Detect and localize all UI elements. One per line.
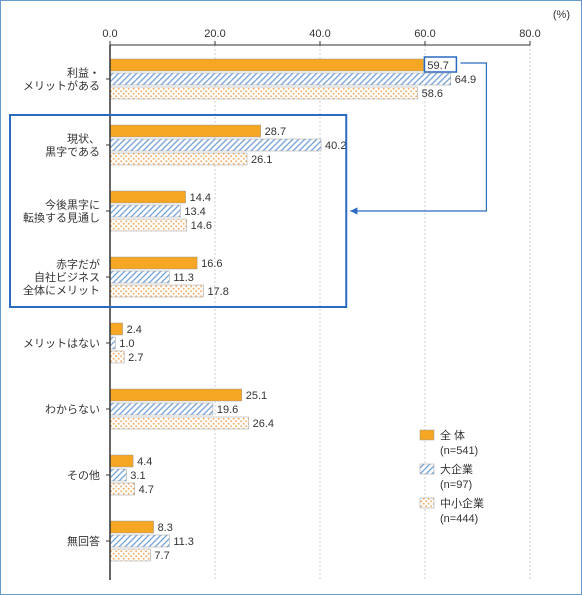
legend-label: 中小企業 bbox=[440, 496, 484, 510]
value-label: 19.6 bbox=[217, 404, 238, 416]
category-label: 自社ビジネス bbox=[34, 270, 100, 284]
value-label: 59.7 bbox=[427, 60, 448, 72]
value-label: 26.1 bbox=[251, 154, 272, 166]
category-label: わからない bbox=[45, 403, 100, 416]
bar bbox=[110, 351, 124, 363]
value-label: 1.0 bbox=[119, 338, 134, 350]
bar bbox=[110, 153, 247, 165]
bar bbox=[110, 483, 135, 495]
chart-container: (%) 0.0 20.0 40.0 60.0 80.0 利益・メリットがある 59.7 64.9… bbox=[0, 0, 582, 595]
legend-swatch bbox=[420, 430, 434, 440]
bar bbox=[110, 337, 115, 349]
category-label: 黒字である bbox=[45, 145, 100, 159]
value-label: 3.1 bbox=[130, 470, 145, 482]
bar bbox=[110, 205, 180, 217]
bar bbox=[110, 73, 451, 85]
legend-swatch bbox=[420, 464, 434, 474]
legend-n-label: (n=444) bbox=[440, 513, 478, 525]
chart-svg: (%) 0.0 20.0 40.0 60.0 80.0 利益・メリットがある 59.7 64.9… bbox=[0, 0, 582, 595]
legend-label: 大企業 bbox=[440, 462, 473, 476]
x-tick-label: 20.0 bbox=[204, 28, 225, 40]
value-label: 40.2 bbox=[325, 140, 346, 152]
bar bbox=[110, 389, 242, 401]
legend-swatch bbox=[420, 498, 434, 508]
category-label: 現状、 bbox=[67, 132, 100, 146]
value-label: 11.3 bbox=[173, 272, 194, 284]
x-tick-label: 60.0 bbox=[414, 28, 435, 40]
bar bbox=[110, 219, 187, 231]
category-label: メリットはない bbox=[23, 337, 100, 350]
category-label: その他 bbox=[67, 469, 100, 482]
legend-n-label: (n=541) bbox=[440, 445, 478, 457]
bar bbox=[110, 469, 126, 481]
value-label: 14.4 bbox=[190, 192, 211, 204]
value-label: 17.8 bbox=[207, 286, 228, 298]
value-label: 64.9 bbox=[455, 74, 476, 86]
legend-label: 全 体 bbox=[440, 428, 465, 442]
value-label: 13.4 bbox=[184, 206, 205, 218]
category-label: 今後黒字に bbox=[45, 198, 100, 212]
bar bbox=[110, 535, 169, 547]
bar bbox=[110, 455, 133, 467]
value-label: 11.3 bbox=[173, 536, 194, 548]
value-label: 2.7 bbox=[128, 352, 143, 364]
bar bbox=[110, 521, 154, 533]
value-label: 58.6 bbox=[422, 88, 443, 100]
category-label: 赤字だが bbox=[56, 257, 100, 271]
bar bbox=[110, 271, 169, 283]
legend-n-label: (n=97) bbox=[440, 479, 472, 491]
bar bbox=[110, 139, 321, 151]
value-label: 16.6 bbox=[201, 258, 222, 270]
bar bbox=[110, 417, 249, 429]
bar bbox=[110, 87, 418, 99]
unit-label: (%) bbox=[553, 9, 570, 21]
value-label: 4.7 bbox=[139, 484, 154, 496]
bar bbox=[110, 59, 423, 71]
x-tick-label: 80.0 bbox=[519, 28, 540, 40]
x-tick-label: 0.0 bbox=[102, 28, 117, 40]
bar bbox=[110, 125, 261, 137]
value-label: 4.4 bbox=[137, 456, 152, 468]
category-label: 全体にメリット bbox=[23, 283, 100, 297]
category-label: メリットがある bbox=[23, 79, 100, 93]
value-label: 25.1 bbox=[246, 390, 267, 402]
bar bbox=[110, 403, 213, 415]
value-label: 7.7 bbox=[154, 550, 169, 562]
bar bbox=[110, 285, 203, 297]
value-label: 2.4 bbox=[127, 324, 142, 336]
bar bbox=[110, 549, 150, 561]
category-label: 利益・ bbox=[67, 66, 100, 80]
bar bbox=[110, 323, 123, 335]
value-label: 8.3 bbox=[158, 522, 173, 534]
category-label: 転換する見通し bbox=[23, 212, 100, 225]
category-label: 無回答 bbox=[67, 534, 100, 548]
value-label: 14.6 bbox=[191, 220, 212, 232]
value-label: 28.7 bbox=[265, 126, 286, 138]
bar bbox=[110, 191, 186, 203]
x-tick-label: 40.0 bbox=[309, 28, 330, 40]
value-label: 26.4 bbox=[253, 418, 274, 430]
bar bbox=[110, 257, 197, 269]
